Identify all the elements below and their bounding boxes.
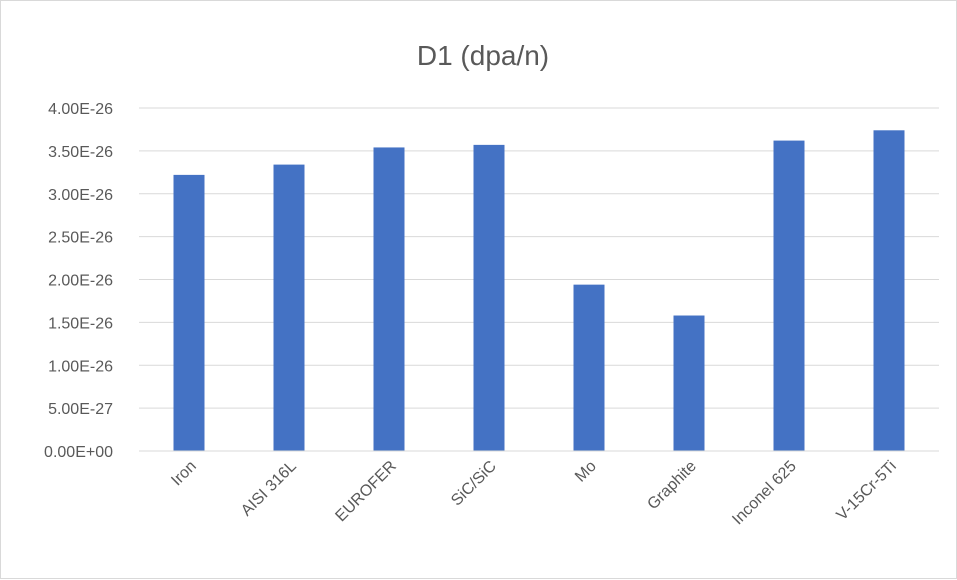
x-category-label: EUROFER <box>332 458 399 525</box>
bar-mo <box>573 284 605 451</box>
x-category-label: V-15Cr-5Ti <box>834 458 900 524</box>
gridlines <box>139 107 939 409</box>
x-axis-category-labels: Iron AISI 316L EUROFER SiC/SiC Mo Graphite Inc… <box>168 458 900 529</box>
y-tick-label: 0.00E+00 <box>44 444 113 461</box>
y-tick-label: 3.50E-26 <box>48 144 113 161</box>
y-tick-label: 4.00E-26 <box>48 101 113 118</box>
x-category-label: Iron <box>168 458 200 490</box>
y-tick-label: 2.00E-26 <box>48 273 113 290</box>
y-tick-label: 1.50E-26 <box>48 315 113 332</box>
x-category-label: Graphite <box>644 458 699 513</box>
chart-title: D1 (dpa/n) <box>417 40 549 71</box>
bar-aisi-316l <box>273 164 305 451</box>
y-axis-tick-labels: 0.00E+00 5.00E-27 1.00E-26 1.50E-26 2.00E-26… <box>44 101 113 461</box>
x-category-label: AISI 316L <box>238 458 300 520</box>
y-tick-label: 1.00E-26 <box>48 358 113 375</box>
x-category-label: SiC/SiC <box>448 458 500 510</box>
x-category-label: Inconel 625 <box>729 458 800 529</box>
bar-inconel-625 <box>773 140 805 451</box>
bar-iron <box>173 174 205 451</box>
y-tick-label: 3.00E-26 <box>48 187 113 204</box>
x-category-label: Mo <box>572 458 600 486</box>
bar-eurofer <box>373 147 405 451</box>
y-tick-label: 5.00E-27 <box>48 401 113 418</box>
y-tick-label: 2.50E-26 <box>48 230 113 247</box>
bar-sic-sic <box>473 144 505 451</box>
bar-graphite <box>673 315 705 451</box>
bars <box>173 130 905 452</box>
bar-v-15cr-5ti <box>873 130 905 452</box>
